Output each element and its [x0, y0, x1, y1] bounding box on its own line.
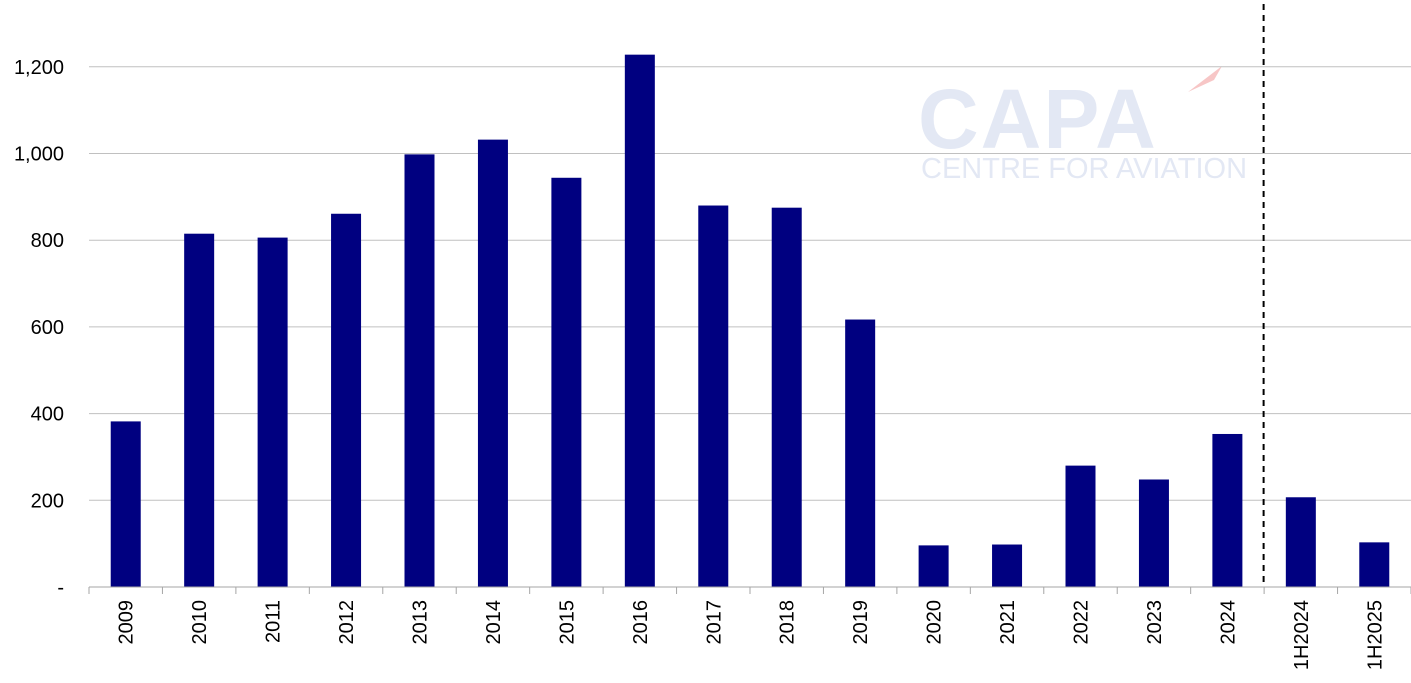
y-tick-label: 600	[31, 317, 64, 339]
bar	[110, 421, 141, 587]
bar	[698, 205, 729, 587]
x-tick-label: 1H2024	[1291, 600, 1313, 670]
x-tick-label: 2023	[1144, 600, 1166, 645]
x-tick-label: 2018	[777, 600, 799, 645]
bar	[992, 544, 1023, 587]
bar	[257, 237, 288, 587]
x-tick-label: 2019	[850, 600, 872, 645]
y-tick-label: 200	[31, 490, 64, 512]
x-tick-label: 2022	[1071, 600, 1093, 645]
bar	[845, 319, 876, 587]
x-tick-label: 2009	[116, 600, 138, 645]
x-tick-label: 2015	[556, 600, 578, 645]
y-tick-label: -	[57, 577, 64, 599]
x-tick-label: 2020	[924, 600, 946, 645]
x-tick-label: 1H2025	[1364, 600, 1386, 670]
x-tick-label: 2016	[630, 600, 652, 645]
x-tick-label: 2010	[189, 600, 211, 645]
capa-watermark: CAPA CENTRE FOR AVIATION	[918, 66, 1247, 185]
bar	[1359, 542, 1390, 587]
y-tick-label: 400	[31, 404, 64, 426]
watermark-main-text: CAPA	[918, 72, 1158, 166]
x-tick-label: 2017	[703, 600, 725, 645]
bar	[918, 545, 949, 587]
x-tick-label: 2011	[263, 600, 285, 643]
watermark-sub-text: CENTRE FOR AVIATION	[921, 153, 1247, 185]
y-axis-ticks: - 200 400 600 800 1,000 1,200	[14, 57, 64, 599]
x-axis-labels: 2009 2010 2011 2012 2013 2014 2015 2016 2017 2018…	[116, 600, 1387, 670]
x-tick-label: 2012	[336, 600, 358, 645]
bar	[1285, 497, 1316, 587]
bar	[331, 213, 362, 587]
bar	[771, 207, 802, 587]
watermark-accent-icon	[1188, 66, 1222, 92]
bar	[477, 139, 508, 588]
x-tick-label: 2021	[997, 600, 1019, 645]
bar	[1212, 433, 1243, 587]
bar	[1138, 479, 1169, 587]
x-axis	[88, 586, 1411, 594]
x-tick-label: 2024	[1217, 600, 1239, 645]
y-tick-label: 800	[31, 230, 64, 252]
bar	[404, 154, 435, 587]
bar	[184, 233, 215, 587]
x-tick-label: 2014	[483, 600, 505, 645]
gridlines	[89, 66, 1411, 501]
y-tick-label: 1,000	[14, 144, 64, 166]
bar	[624, 54, 655, 588]
bar	[551, 177, 582, 587]
bars	[110, 54, 1390, 588]
y-tick-label: 1,200	[14, 57, 64, 79]
x-tick-label: 2013	[410, 600, 432, 645]
bar	[1065, 465, 1096, 587]
